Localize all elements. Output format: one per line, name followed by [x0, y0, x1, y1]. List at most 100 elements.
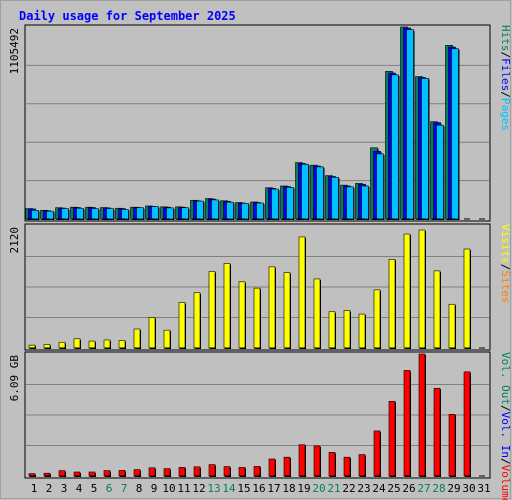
- bar-visits-day-28: [433, 270, 441, 349]
- panel-bottom-legend: Vol. Out/Vol. In/Volume: [499, 352, 512, 500]
- bar-visits-day-7: [118, 340, 126, 349]
- bar-visits-day-23: [358, 313, 366, 349]
- bar-pages-day-29: [451, 48, 459, 220]
- bar-pages-day-3: [61, 208, 69, 220]
- legend-label: /: [499, 91, 512, 98]
- legend-label: Vol. In: [499, 412, 512, 458]
- legend-label: /: [499, 52, 512, 59]
- bar-visits-day-17: [268, 266, 276, 349]
- x-tick-label: 11: [177, 482, 190, 495]
- panel-middle-scale-label: 2120: [8, 227, 21, 254]
- x-tick-label: 31: [477, 482, 490, 495]
- bar-visits-day-20: [313, 278, 321, 349]
- legend-label: Vol. Out: [499, 352, 512, 405]
- bar-volume-day-24: [373, 430, 381, 477]
- bar-visits-day-27: [418, 229, 426, 349]
- bar-volume-day-5: [88, 471, 96, 477]
- panel-middle-legend: Visits/Sites: [499, 224, 512, 304]
- bar-visits-day-11: [178, 302, 186, 349]
- x-tick-label: 16: [252, 482, 265, 495]
- bar-pages-day-25: [391, 74, 399, 220]
- x-tick-label: 3: [61, 482, 68, 495]
- x-tick-label: 19: [297, 482, 310, 495]
- bar-visits-day-29: [448, 303, 456, 349]
- x-tick-label: 4: [76, 482, 83, 495]
- x-tick-label: 24: [372, 482, 386, 495]
- bar-visits-day-12: [193, 292, 201, 349]
- bar-pages-day-5: [91, 208, 99, 220]
- legend-label: Hits: [499, 25, 512, 52]
- bar-visits-day-13: [208, 271, 216, 349]
- bar-volume-day-3: [58, 470, 66, 477]
- bar-volume-day-8: [133, 469, 141, 477]
- bar-visits-day-6: [103, 339, 111, 349]
- x-tick-label: 14: [222, 482, 236, 495]
- x-tick-label: 9: [151, 482, 158, 495]
- x-tick-label: 28: [432, 482, 445, 495]
- legend-label: Volume: [499, 465, 512, 500]
- bar-volume-day-4: [73, 471, 81, 477]
- panel-top: 1105492 Hits/Files/Pages: [8, 24, 512, 222]
- bar-visits-day-24: [373, 289, 381, 349]
- bar-pages-day-10: [166, 207, 174, 220]
- bar-volume-day-12: [193, 466, 201, 477]
- bar-volume-day-22: [343, 456, 351, 477]
- legend-label: /: [499, 264, 512, 271]
- x-tick-label: 26: [402, 482, 415, 495]
- bar-pages-day-18: [286, 187, 294, 220]
- x-tick-label: 2: [46, 482, 53, 495]
- bar-volume-day-17: [268, 458, 276, 477]
- bar-volume-day-13: [208, 464, 216, 477]
- bar-volume-day-11: [178, 467, 186, 477]
- bar-volume-day-7: [118, 470, 126, 477]
- x-tick-label: 8: [136, 482, 143, 495]
- legend-label: Visits: [499, 224, 512, 264]
- panel-top-legend: Hits/Files/Pages: [499, 25, 512, 131]
- bar-pages-day-26: [406, 29, 414, 220]
- x-tick-label: 21: [327, 482, 340, 495]
- bar-volume-day-28: [433, 387, 441, 477]
- x-tick-label: 30: [462, 482, 475, 495]
- bar-visits-day-10: [163, 329, 171, 349]
- bar-pages-day-27: [421, 78, 429, 220]
- x-tick-label: 20: [312, 482, 325, 495]
- bar-visits-day-14: [223, 263, 231, 349]
- bar-visits-day-8: [133, 328, 141, 349]
- x-tick-label: 12: [192, 482, 205, 495]
- bar-pages-day-28: [436, 124, 444, 220]
- panel-bottom-scale-label: 6.09 GB: [8, 355, 21, 402]
- bar-volume-day-26: [403, 370, 411, 477]
- x-tick-label: 5: [91, 482, 98, 495]
- bar-volume-day-29: [448, 413, 456, 477]
- bar-volume-day-6: [103, 470, 111, 477]
- bar-visits-day-2: [43, 344, 51, 349]
- x-tick-label: 10: [162, 482, 175, 495]
- bar-pages-day-8: [136, 207, 144, 220]
- bar-visits-day-26: [403, 233, 411, 349]
- panel-bottom: 6.09 GB Vol. Out/Vol. In/Volume: [8, 351, 512, 500]
- chart-title: Daily usage for September 2025: [19, 9, 236, 23]
- bar-pages-day-7: [121, 209, 129, 220]
- bar-pages-day-2: [46, 210, 54, 220]
- bar-visits-day-18: [283, 272, 291, 349]
- bar-visits-day-9: [148, 317, 156, 349]
- bar-pages-day-20: [316, 166, 324, 220]
- legend-label: Files: [499, 58, 512, 91]
- x-tick-label: 13: [207, 482, 220, 495]
- bar-volume-day-19: [298, 444, 306, 477]
- bar-visits-day-19: [298, 236, 306, 349]
- bar-visits-day-16: [253, 287, 261, 349]
- x-tick-label: 1: [31, 482, 38, 495]
- bar-volume-day-21: [328, 452, 336, 477]
- legend-label: /: [499, 458, 512, 465]
- legend-label: Sites: [499, 270, 512, 303]
- bar-pages-day-23: [361, 185, 369, 220]
- bar-volume-day-15: [238, 467, 246, 477]
- x-tick-label: 6: [106, 482, 113, 495]
- bar-pages-day-21: [331, 177, 339, 220]
- bar-pages-day-11: [181, 207, 189, 220]
